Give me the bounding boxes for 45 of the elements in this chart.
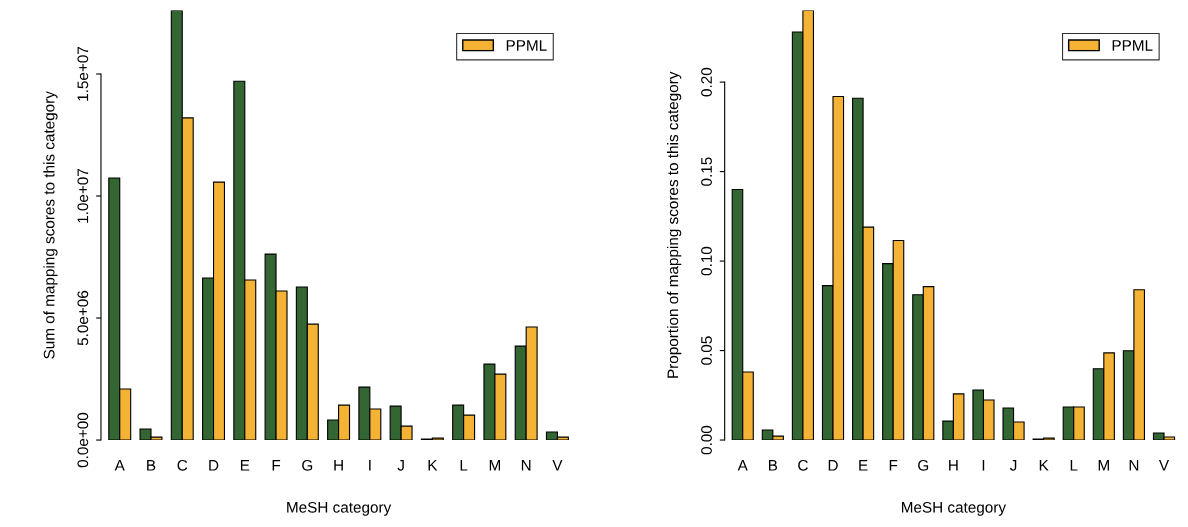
- x-tick-label: V: [1158, 460, 1170, 471]
- x-tick-label: V: [552, 460, 563, 471]
- y-tick-label: 0.05: [701, 336, 712, 365]
- x-tick-label: I: [982, 460, 985, 471]
- x-tick-label: A: [114, 460, 125, 471]
- y-tick-label: 5.0e+06: [77, 290, 89, 346]
- x-tick-label: I: [369, 460, 371, 471]
- x-tick-label: L: [460, 460, 468, 471]
- y-tick-label: 1.0e+07: [77, 168, 89, 223]
- x-tick-label: M: [1098, 460, 1109, 471]
- x-tick-label: G: [302, 459, 313, 471]
- y-tick-label: 0.0e+00: [77, 412, 89, 468]
- y-tick-label: 1.5e+07: [77, 46, 89, 101]
- legend-label: PPML: [506, 40, 547, 51]
- x-tick-label: N: [1129, 460, 1139, 471]
- x-tick-label: J: [397, 460, 404, 471]
- x-tick-label: M: [489, 460, 501, 471]
- legend-label: PPML: [1112, 40, 1153, 51]
- y-axis-title: Sum of mapping scores to this category: [43, 91, 58, 359]
- x-tick-label: B: [768, 460, 778, 471]
- x-tick-label: N: [521, 460, 531, 471]
- x-tick-label: C: [177, 459, 188, 471]
- x-axis-title: MeSH category: [901, 501, 1006, 516]
- x-tick-label: H: [334, 460, 343, 471]
- y-tick-label: 0.20: [701, 67, 712, 97]
- y-axis-title: Proportion of mapping scores to this category: [667, 71, 682, 378]
- x-tick-label: C: [798, 459, 808, 471]
- y-tick-label: 0.10: [701, 246, 712, 276]
- x-tick-label: E: [240, 460, 250, 471]
- y-tick-label: 0.15: [701, 157, 712, 186]
- x-tick-label: H: [949, 460, 958, 471]
- x-tick-label: D: [209, 460, 219, 471]
- x-tick-label: F: [272, 460, 281, 471]
- x-tick-label: L: [1070, 460, 1078, 471]
- x-tick-label: J: [1009, 460, 1017, 471]
- x-tick-label: E: [859, 460, 868, 471]
- x-tick-label: G: [918, 459, 929, 471]
- x-tick-label: K: [1039, 460, 1049, 471]
- x-tick-label: F: [889, 460, 898, 471]
- y-tick-label: 0.00: [701, 425, 712, 455]
- x-axis-title: MeSH category: [287, 501, 392, 516]
- x-tick-label: B: [147, 460, 156, 471]
- x-tick-label: D: [828, 460, 838, 471]
- x-tick-label: K: [428, 460, 438, 471]
- x-tick-label: A: [737, 460, 748, 471]
